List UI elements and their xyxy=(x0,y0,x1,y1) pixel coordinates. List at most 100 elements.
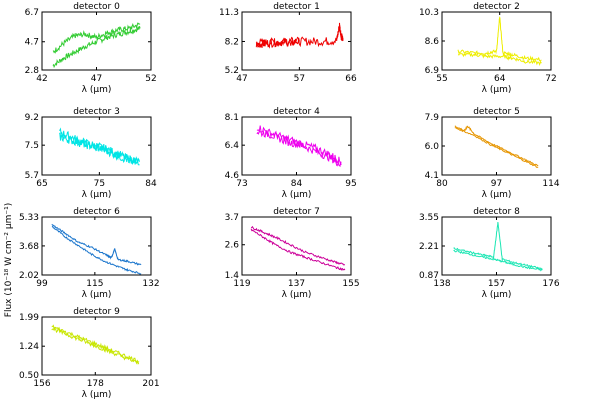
series-line-0 xyxy=(454,125,539,167)
y-tick-label: 8.2 xyxy=(225,37,239,47)
panel-title: detector 3 xyxy=(73,107,120,117)
series-line-0 xyxy=(255,22,344,48)
y-tick-label: 0.50 xyxy=(19,371,39,381)
series-line-0 xyxy=(457,16,542,62)
y-tick-label: 0.87 xyxy=(419,271,439,281)
chart-panel-2: detector 2 55 64 72 6.9 8.6 10.3 λ (μm) xyxy=(419,2,557,95)
x-tick-label: 137 xyxy=(288,279,305,289)
x-tick-label: 156 xyxy=(33,379,50,389)
x-axis-label: λ (μm) xyxy=(82,190,112,200)
y-tick-label: 5.33 xyxy=(19,213,39,223)
x-tick-label: 42 xyxy=(36,74,47,84)
y-tick-label: 7.9 xyxy=(425,113,440,123)
y-tick-label: 4.7 xyxy=(25,38,39,48)
panel-title: detector 6 xyxy=(73,207,120,217)
y-tick-label: 5.2 xyxy=(225,66,239,76)
x-axis-label: λ (μm) xyxy=(482,190,512,200)
series-line-1 xyxy=(256,129,342,168)
x-tick-label: 47 xyxy=(91,74,102,84)
chart-panel-7: detector 7 119 137 155 1.4 2.6 3.7 λ (μm) xyxy=(225,207,360,300)
series-line-0 xyxy=(52,25,141,69)
figure-ylabel: Flux (10⁻¹⁸ W cm⁻² μm⁻¹) xyxy=(4,203,14,317)
x-tick-label: 66 xyxy=(345,74,357,84)
x-axis-label: λ (μm) xyxy=(82,390,112,400)
y-tick-label: 3.7 xyxy=(225,213,239,223)
y-tick-label: 6.9 xyxy=(425,66,440,76)
x-tick-label: 55 xyxy=(436,74,447,84)
y-tick-label: 8.1 xyxy=(225,113,239,123)
panel-group: detector 042 47 522.84.76.7λ (μm)detector … xyxy=(19,2,560,400)
x-tick-label: 57 xyxy=(294,74,305,84)
x-tick-label: 47 xyxy=(236,74,247,84)
x-tick-label: 99 xyxy=(36,279,48,289)
x-tick-label: 155 xyxy=(342,279,359,289)
y-tick-label: 7.5 xyxy=(25,141,39,151)
panel-title: detector 1 xyxy=(273,2,320,12)
panel-title: detector 7 xyxy=(273,207,320,217)
y-tick-label: 2.8 xyxy=(25,66,40,76)
x-tick-label: 84 xyxy=(145,179,157,189)
x-tick-label: 138 xyxy=(433,279,450,289)
chart-panel-0: detector 0 42 47 52 2.8 4.7 6.7 λ (μm) xyxy=(25,2,157,95)
x-axis-label: λ (μm) xyxy=(82,290,112,300)
y-tick-label: 3.68 xyxy=(19,242,39,252)
x-axis-label: λ (μm) xyxy=(482,290,512,300)
x-tick-label: 119 xyxy=(233,279,250,289)
x-tick-label: 132 xyxy=(142,279,159,289)
x-axis-label: λ (μm) xyxy=(282,190,312,200)
series-line-1 xyxy=(250,228,346,271)
x-tick-label: 65 xyxy=(36,179,47,189)
x-axis-label: λ (μm) xyxy=(82,85,112,95)
series-line-1 xyxy=(255,36,300,49)
y-tick-label: 6.0 xyxy=(425,142,440,152)
x-tick-label: 84 xyxy=(291,179,303,189)
series-line-1 xyxy=(453,250,543,272)
series-line-0 xyxy=(51,324,140,364)
x-tick-label: 80 xyxy=(436,179,448,189)
x-tick-label: 114 xyxy=(542,179,559,189)
x-tick-label: 73 xyxy=(236,179,247,189)
panel-title: detector 9 xyxy=(73,307,120,317)
chart-panel-8: detector 8 138 157 176 0.87 2.21 3.55 λ (μm) xyxy=(419,207,560,300)
y-tick-label: 4.6 xyxy=(225,171,240,181)
x-tick-label: 178 xyxy=(87,379,104,389)
chart-panel-4: detector 4 73 84 95 4.6 6.4 8.1 λ (μm) xyxy=(225,107,357,200)
x-tick-label: 201 xyxy=(142,379,159,389)
series-line-1 xyxy=(59,132,140,166)
y-tick-label: 10.3 xyxy=(419,8,439,18)
x-tick-label: 72 xyxy=(545,74,556,84)
chart-panel-6: detector 6 99 115 132 2.02 3.68 5.33 λ (μm) xyxy=(19,207,160,300)
y-tick-label: 2.02 xyxy=(19,271,39,281)
series-line-0 xyxy=(453,221,543,270)
series-line-1 xyxy=(457,52,542,66)
y-tick-label: 3.55 xyxy=(419,213,439,223)
panel-title: detector 5 xyxy=(473,107,520,117)
plot-frame xyxy=(41,116,152,176)
y-tick-label: 11.3 xyxy=(219,8,239,18)
series-line-0 xyxy=(59,127,140,165)
series-line-1 xyxy=(51,226,142,275)
panel-title: detector 8 xyxy=(473,207,520,217)
y-tick-label: 2.6 xyxy=(225,241,240,251)
chart-panel-1: detector 1 47 57 66 5.2 8.2 11.3 xyxy=(219,2,357,84)
y-tick-label: 2.21 xyxy=(419,242,439,252)
chart-panel-9: detector 9 156 178 201 0.50 1.24 1.99 λ (μm) xyxy=(19,307,160,400)
series-line-0 xyxy=(250,225,346,266)
series-line-1 xyxy=(51,327,140,365)
x-tick-label: 157 xyxy=(488,279,505,289)
panel-title: detector 0 xyxy=(73,2,120,12)
panel-title: detector 2 xyxy=(473,2,520,12)
y-tick-label: 8.6 xyxy=(425,37,440,47)
y-tick-label: 1.4 xyxy=(225,271,240,281)
y-tick-label: 9.2 xyxy=(25,113,39,123)
series-line-1 xyxy=(454,127,539,168)
y-tick-label: 5.7 xyxy=(25,171,39,181)
y-tick-label: 6.4 xyxy=(225,141,240,151)
series-line-0 xyxy=(256,125,342,166)
x-tick-label: 115 xyxy=(86,279,103,289)
chart-panel-3: detector 3 65 75 84 5.7 7.5 9.2 λ (μm) xyxy=(25,107,157,200)
x-tick-label: 75 xyxy=(94,179,105,189)
x-tick-label: 52 xyxy=(145,74,156,84)
